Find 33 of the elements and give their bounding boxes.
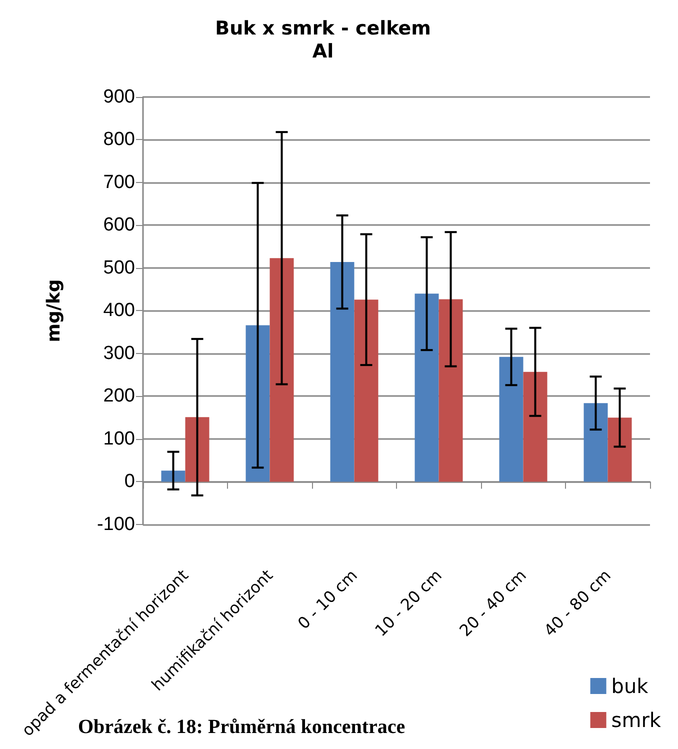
y-tick-label: 100 [103, 428, 135, 450]
text: Obrázek č. 18: Průměrná koncentrace [78, 716, 406, 738]
bar [270, 258, 294, 482]
legend-label: smrk [611, 708, 662, 732]
chart-title: Buk x smrk - celkem [215, 18, 431, 40]
y-tick-label: -100 [96, 514, 135, 535]
x-tick-label: 20 - 40 cm [456, 566, 530, 640]
bar [161, 470, 186, 482]
bar [354, 300, 378, 482]
bar [414, 294, 439, 482]
bar [185, 417, 210, 482]
y-tick-label: 0 [124, 471, 135, 492]
bar [246, 325, 270, 482]
x-tick-label: 0 - 10 cm [294, 566, 361, 633]
y-tick-label: 300 [103, 342, 135, 364]
y-tick-label: 800 [103, 129, 135, 150]
y-tick-label: 500 [103, 257, 135, 278]
y-axis-title: mg/kg [44, 279, 64, 342]
y-tick-label: 400 [103, 300, 135, 322]
x-tick-label: 40 - 80 cm [540, 566, 614, 640]
y-tick-label: 600 [103, 214, 135, 236]
bar [523, 372, 548, 482]
bar [438, 299, 463, 482]
y-tick-label: 900 [103, 86, 135, 108]
bar [608, 418, 632, 482]
bar [499, 356, 524, 482]
legend-label: buk [611, 674, 649, 698]
x-tick-label: 10 - 20 cm [371, 566, 446, 640]
chart-subtitle: Al [312, 40, 334, 62]
y-tick-label: 200 [103, 386, 135, 407]
bar [584, 403, 608, 482]
bar [330, 262, 354, 482]
y-tick-label: 700 [103, 172, 135, 193]
